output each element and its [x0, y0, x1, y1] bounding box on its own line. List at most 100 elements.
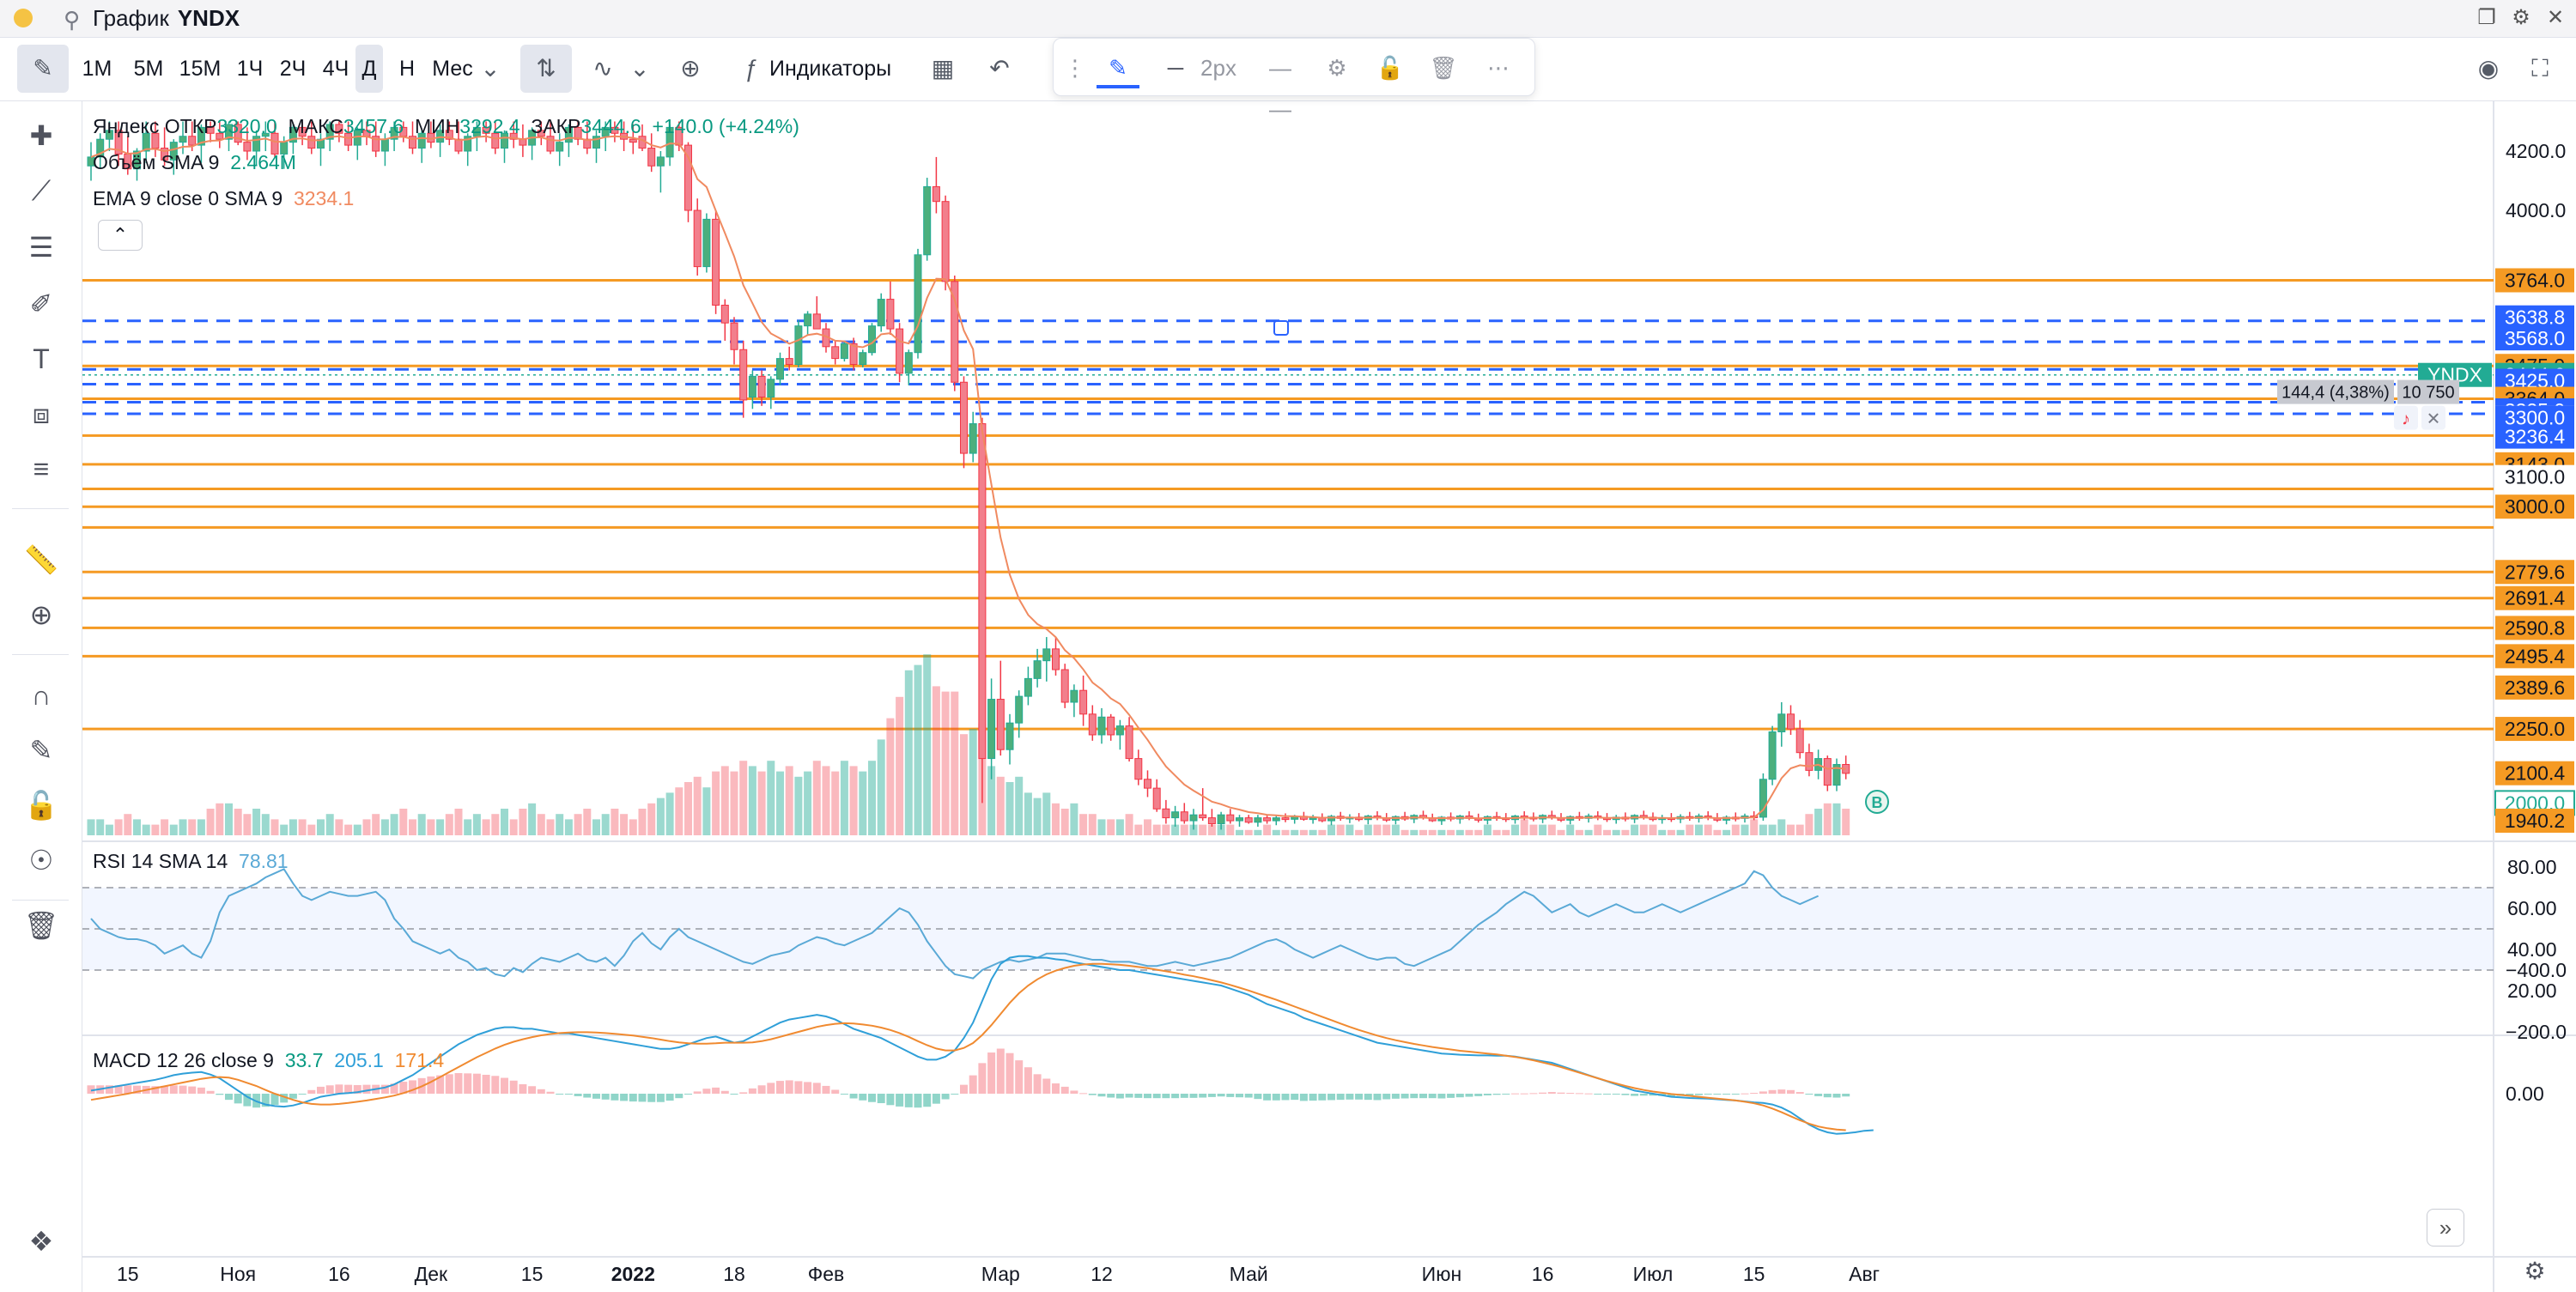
candle[interactable]: [592, 130, 600, 163]
fib-levels-icon[interactable]: ≡: [33, 453, 50, 484]
candle[interactable]: [1079, 675, 1088, 726]
candle[interactable]: [1492, 811, 1501, 822]
candle[interactable]: [748, 370, 756, 409]
close-window-icon[interactable]: ✕: [2546, 6, 2565, 29]
line-color-pencil-icon[interactable]: ✎: [1097, 47, 1139, 88]
candle[interactable]: [1566, 815, 1575, 825]
brush-tool-icon[interactable]: ✐: [29, 288, 53, 319]
price-axis-label[interactable]: 2250.0: [2505, 718, 2565, 740]
compare-add-icon[interactable]: ⊕: [680, 55, 701, 82]
candle[interactable]: [1483, 815, 1492, 825]
candle[interactable]: [1400, 811, 1409, 822]
candle[interactable]: [840, 340, 848, 362]
candle[interactable]: [1144, 770, 1151, 798]
candle[interactable]: [335, 121, 343, 143]
drawing-anchor-handle[interactable]: [1273, 320, 1289, 336]
candle[interactable]: [1226, 809, 1235, 824]
price-axis-label[interactable]: 3638.8: [2505, 306, 2565, 329]
interval-button-3[interactable]: 1Ч: [236, 57, 264, 81]
candle[interactable]: [445, 121, 453, 146]
hide-drawings-eye-icon[interactable]: ☉: [28, 845, 54, 876]
candle[interactable]: [1005, 713, 1014, 765]
candle[interactable]: [1539, 814, 1547, 823]
line-width-icon[interactable]: ─: [1167, 55, 1184, 81]
candle[interactable]: [1575, 811, 1583, 822]
candle[interactable]: [693, 198, 702, 276]
lock-drawing-mode-icon[interactable]: ✎: [29, 735, 53, 766]
candle[interactable]: [261, 121, 270, 151]
candle[interactable]: [941, 195, 950, 291]
candle[interactable]: [665, 124, 674, 167]
candle[interactable]: [712, 210, 720, 314]
candle[interactable]: [1787, 705, 1795, 735]
candle[interactable]: [1281, 813, 1290, 822]
legend-ema[interactable]: EMA 9 close 0 SMA 9 3234.1: [93, 187, 354, 210]
candle[interactable]: [1171, 805, 1180, 827]
chart-type-dropdown-chevron-icon[interactable]: ⌄: [629, 55, 650, 82]
candle[interactable]: [96, 133, 105, 169]
candle[interactable]: [1520, 811, 1528, 821]
candle[interactable]: [1731, 812, 1740, 822]
alert-bell-icon[interactable]: ♪: [2402, 410, 2410, 429]
area-chart-type-icon[interactable]: ∿: [592, 55, 613, 82]
scroll-to-latest-icon[interactable]: »: [2427, 1209, 2464, 1247]
price-axis-label[interactable]: 1940.2: [2505, 810, 2565, 832]
candle[interactable]: [1612, 815, 1620, 824]
candle[interactable]: [831, 340, 840, 365]
candle[interactable]: [849, 337, 858, 371]
candle[interactable]: [1795, 719, 1804, 759]
candle[interactable]: [169, 139, 178, 175]
candle[interactable]: [684, 142, 692, 222]
window-title[interactable]: График YNDX: [93, 5, 240, 32]
buy-marker[interactable]: [1865, 790, 1889, 814]
candle[interactable]: [142, 121, 150, 163]
candle[interactable]: [243, 127, 252, 161]
candle[interactable]: [1759, 773, 1767, 822]
candle[interactable]: [501, 130, 508, 163]
candle[interactable]: [1336, 811, 1345, 822]
candle[interactable]: [206, 121, 215, 143]
candle[interactable]: [1410, 814, 1419, 823]
candle[interactable]: [1832, 758, 1841, 792]
candle[interactable]: [234, 121, 242, 146]
price-axis-label[interactable]: 2779.6: [2505, 561, 2565, 583]
candle[interactable]: [509, 121, 518, 149]
candle[interactable]: [656, 151, 665, 193]
candle[interactable]: [923, 178, 932, 261]
candle[interactable]: [225, 121, 233, 151]
candle[interactable]: [556, 133, 564, 167]
candle[interactable]: [1244, 815, 1253, 824]
candle[interactable]: [987, 678, 996, 779]
candle[interactable]: [161, 127, 169, 167]
candle[interactable]: [179, 121, 187, 155]
pencil-tool-icon[interactable]: ✎: [17, 45, 69, 93]
candle[interactable]: [482, 121, 490, 143]
candle[interactable]: [1364, 815, 1372, 825]
legend-volume[interactable]: Объём SMA 9 2.464M: [93, 151, 296, 174]
candle[interactable]: [896, 323, 904, 383]
candle[interactable]: [1236, 815, 1243, 827]
candle[interactable]: [730, 317, 738, 365]
candle[interactable]: [702, 213, 711, 273]
price-axis-label[interactable]: 3100.0: [2505, 466, 2565, 488]
candle[interactable]: [951, 275, 959, 391]
magnet-mode-icon[interactable]: ∩: [31, 680, 52, 711]
candle[interactable]: [1162, 799, 1170, 824]
candle[interactable]: [1594, 811, 1602, 821]
candle[interactable]: [1097, 707, 1106, 744]
candle[interactable]: [1621, 812, 1630, 822]
price-axis-label[interactable]: 3000.0: [2505, 495, 2565, 518]
line-style-dashed-icon[interactable]: — —: [1269, 55, 1291, 122]
candle[interactable]: [629, 124, 637, 155]
candle[interactable]: [1042, 637, 1051, 682]
candle[interactable]: [1115, 719, 1124, 750]
pattern-tool-icon[interactable]: ⧈: [32, 398, 51, 429]
candle[interactable]: [1455, 815, 1464, 824]
candle[interactable]: [216, 121, 224, 149]
zoom-in-icon[interactable]: ⊕: [29, 599, 53, 630]
candle[interactable]: [574, 121, 582, 146]
layers-icon[interactable]: ❖: [28, 1226, 54, 1257]
candle[interactable]: [1346, 814, 1354, 823]
price-axis-label[interactable]: 3236.4: [2505, 426, 2566, 448]
price-axis-label[interactable]: 2495.4: [2505, 645, 2566, 667]
